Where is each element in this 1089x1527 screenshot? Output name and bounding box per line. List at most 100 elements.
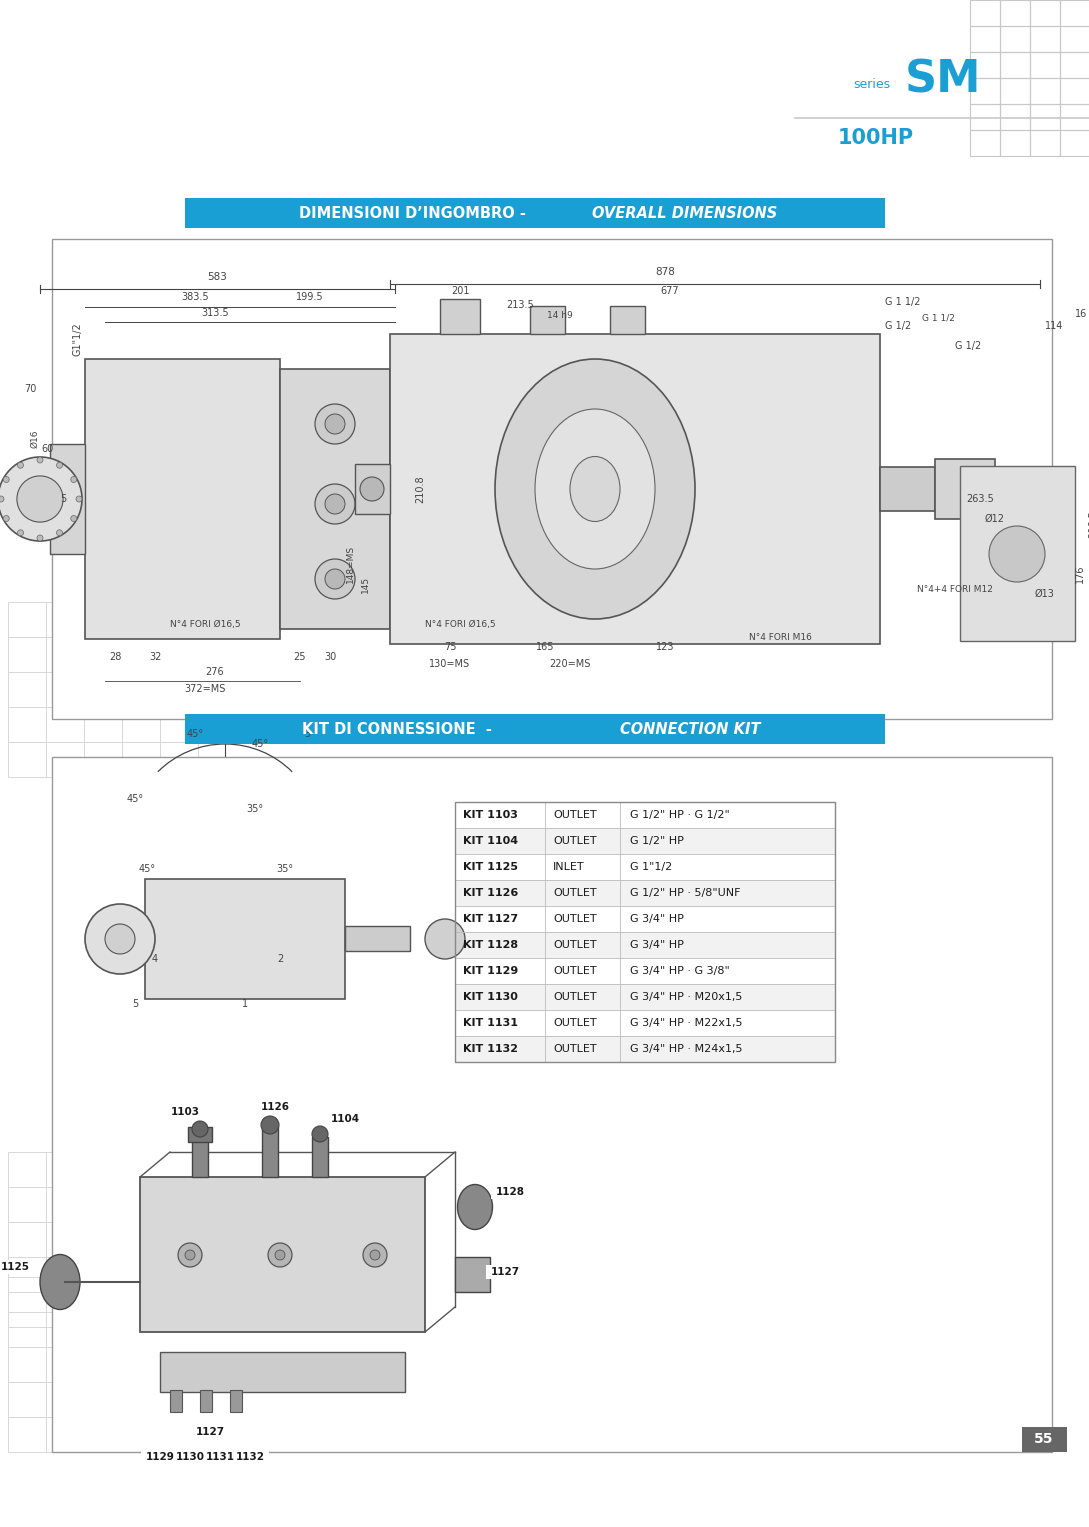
Bar — [1000, 104, 1030, 130]
Bar — [455, 1035, 835, 1061]
Bar — [46, 1417, 84, 1452]
Bar — [355, 464, 390, 515]
Text: 60: 60 — [41, 444, 53, 454]
Bar — [160, 1151, 198, 1186]
Text: KIT 1104: KIT 1104 — [463, 835, 518, 846]
Text: 148=MS: 148=MS — [345, 545, 355, 583]
Bar — [160, 707, 198, 742]
Bar — [970, 104, 1000, 130]
Text: G 1/2" HP · 5/8"UNF: G 1/2" HP · 5/8"UNF — [631, 889, 741, 898]
Text: Ø12: Ø12 — [984, 515, 1005, 524]
Bar — [455, 1257, 490, 1292]
Bar — [1030, 26, 1060, 52]
Circle shape — [105, 924, 135, 954]
Bar — [122, 1151, 160, 1186]
Text: KIT 1131: KIT 1131 — [463, 1019, 518, 1028]
Circle shape — [71, 476, 77, 483]
Bar — [160, 1222, 198, 1257]
Text: KIT 1132: KIT 1132 — [463, 1044, 518, 1054]
Bar — [160, 672, 198, 707]
Text: 372=MS: 372=MS — [184, 684, 225, 693]
Bar — [185, 199, 885, 228]
Text: Ø13: Ø13 — [1035, 589, 1055, 599]
Bar — [1030, 0, 1060, 26]
Bar — [1060, 26, 1089, 52]
Circle shape — [17, 476, 63, 522]
Bar — [122, 1222, 160, 1257]
Bar — [455, 906, 835, 931]
Text: G 1/2: G 1/2 — [955, 341, 981, 351]
Text: Ø16: Ø16 — [30, 429, 39, 449]
Text: 199.5: 199.5 — [296, 292, 323, 302]
Text: 383.5: 383.5 — [181, 292, 209, 302]
Bar — [46, 637, 84, 672]
Bar — [46, 672, 84, 707]
Bar — [46, 1222, 84, 1257]
Text: 878: 878 — [656, 267, 675, 276]
Bar — [8, 1312, 46, 1347]
Circle shape — [261, 1116, 279, 1135]
Bar — [160, 1312, 198, 1347]
Text: 2: 2 — [277, 954, 283, 964]
Text: N°4 FORI M16: N°4 FORI M16 — [748, 632, 811, 641]
Bar — [455, 931, 835, 957]
Bar — [185, 715, 885, 744]
Text: 30: 30 — [323, 652, 337, 663]
Bar — [610, 305, 645, 334]
Circle shape — [17, 530, 24, 536]
Circle shape — [185, 1251, 195, 1260]
Text: 14 h9: 14 h9 — [547, 312, 573, 321]
Bar — [960, 466, 1075, 641]
Bar — [160, 1351, 405, 1393]
Text: N°4 FORI Ø16,5: N°4 FORI Ø16,5 — [170, 620, 241, 629]
Circle shape — [76, 496, 82, 502]
Bar — [160, 1417, 198, 1452]
Text: KIT 1126: KIT 1126 — [463, 889, 518, 898]
Bar — [84, 1277, 122, 1312]
Text: 1103: 1103 — [171, 1107, 199, 1116]
Text: G 3/4" HP · M20x1,5: G 3/4" HP · M20x1,5 — [631, 993, 743, 1002]
Text: 1130: 1130 — [175, 1452, 205, 1461]
Text: 1127: 1127 — [195, 1428, 224, 1437]
Text: 123: 123 — [656, 641, 674, 652]
Bar — [970, 130, 1000, 156]
Bar — [8, 742, 46, 777]
Text: G 3/4" HP · M24x1,5: G 3/4" HP · M24x1,5 — [631, 1044, 743, 1054]
Bar — [122, 637, 160, 672]
Text: 45°: 45° — [126, 794, 144, 805]
Text: 210.8: 210.8 — [415, 475, 425, 502]
Text: 45°: 45° — [138, 864, 156, 873]
Bar — [8, 1292, 46, 1327]
Bar — [1030, 52, 1060, 78]
Bar — [1060, 0, 1089, 26]
Bar — [160, 637, 198, 672]
Bar — [280, 370, 390, 629]
Bar — [8, 1186, 46, 1222]
Text: 1: 1 — [242, 999, 248, 1009]
Bar — [160, 1382, 198, 1417]
Bar — [1000, 0, 1030, 26]
Bar — [1060, 104, 1089, 130]
Bar — [455, 828, 835, 854]
Text: 1125: 1125 — [0, 1261, 29, 1272]
Bar — [84, 1347, 122, 1382]
Bar — [84, 1312, 122, 1347]
Ellipse shape — [457, 1185, 492, 1229]
Bar — [160, 742, 198, 777]
Text: OUTLET: OUTLET — [553, 941, 597, 950]
Text: 32: 32 — [149, 652, 161, 663]
Text: 1126: 1126 — [260, 1102, 290, 1112]
Bar — [1000, 130, 1030, 156]
Bar — [122, 1277, 160, 1312]
Bar — [46, 1186, 84, 1222]
Bar — [84, 672, 122, 707]
Bar — [970, 26, 1000, 52]
Text: 1104: 1104 — [330, 1115, 359, 1124]
Bar — [8, 707, 46, 742]
Bar — [122, 707, 160, 742]
Bar — [84, 1292, 122, 1327]
Circle shape — [0, 496, 4, 502]
Text: 55: 55 — [1035, 1432, 1054, 1446]
Text: series: series — [853, 78, 890, 92]
Text: 130=MS: 130=MS — [429, 660, 470, 669]
